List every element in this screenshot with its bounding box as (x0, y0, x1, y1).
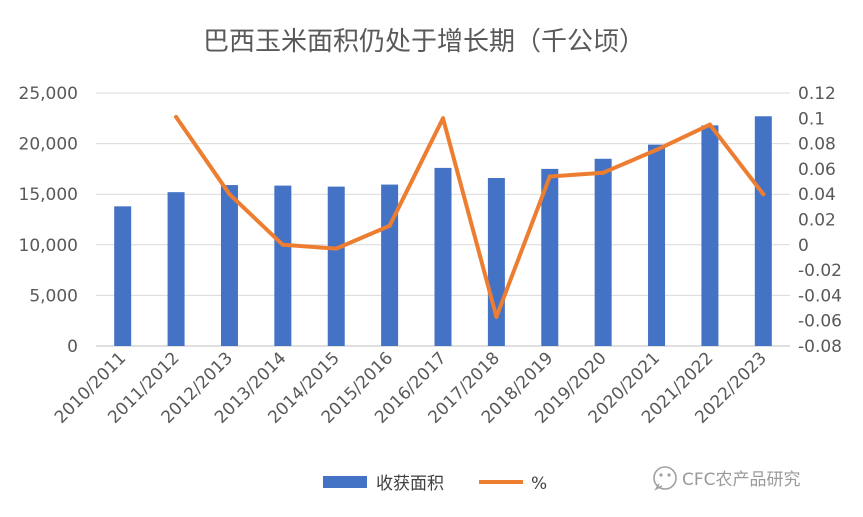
line-point (601, 170, 606, 175)
legend-label-line: % (531, 474, 547, 494)
y-right-tick-label: 0.1 (798, 109, 825, 129)
line-point (707, 122, 712, 127)
y-right-tick-label: -0.02 (798, 261, 842, 281)
bar (701, 125, 719, 346)
line-point (761, 192, 766, 197)
bar (487, 178, 505, 346)
y-right-tick-label: 0.06 (798, 160, 836, 180)
chart-title: 巴西玉米面积仍处于增长期（千公顷） (203, 27, 645, 57)
bar (220, 185, 238, 346)
line-path (174, 115, 766, 319)
y-left-tick-label: 10,000 (19, 236, 78, 256)
y-right-tick-label: -0.04 (798, 286, 842, 306)
line-series (174, 115, 766, 319)
line-point (441, 116, 445, 121)
legend-label-bar: 收获面积 (376, 474, 444, 494)
line-point (174, 115, 179, 120)
bar (381, 184, 399, 346)
legend: 收获面积 % (323, 474, 547, 494)
line-point (280, 242, 285, 247)
line-point (654, 147, 659, 152)
y-left-tick-label: 25,000 (19, 84, 78, 104)
line-point (227, 192, 232, 197)
wechat-icon (653, 466, 677, 491)
y-left-tick-label: 5,000 (29, 286, 78, 306)
y-left-tick-label: 20,000 (19, 135, 78, 155)
y-axis-left: 0 5,000 10,000 15,000 20,000 25,000 (19, 84, 78, 357)
bar (167, 192, 185, 346)
y-right-tick-label: 0.08 (798, 135, 836, 155)
bar (434, 167, 452, 346)
legend-swatch-bar (323, 476, 367, 488)
bar (327, 186, 345, 346)
line-point (547, 174, 552, 179)
bar-series (114, 116, 772, 346)
bar (648, 144, 666, 346)
watermark: CFC农产品研究 (653, 466, 801, 491)
y-left-tick-label: 0 (67, 337, 78, 357)
bar (114, 206, 132, 346)
x-axis: 2010/20112011/20122012/20132013/20142014… (51, 348, 771, 427)
bar (594, 158, 612, 346)
watermark-text: CFC农产品研究 (682, 470, 801, 490)
bar (541, 168, 559, 346)
line-point (387, 223, 392, 228)
y-right-tick-label: -0.06 (798, 312, 842, 332)
y-right-tick-label: 0.02 (798, 211, 836, 231)
bar (274, 185, 292, 346)
y-left-tick-label: 15,000 (19, 185, 78, 205)
y-right-tick-label: 0.04 (798, 185, 836, 205)
bar (754, 116, 772, 346)
y-right-tick-label: -0.08 (798, 337, 842, 357)
y-axis-right: -0.08 -0.06 -0.04 -0.02 0 0.02 0.04 0.06 0.08 0.1… (798, 84, 842, 357)
y-right-tick-label: 0.12 (798, 84, 836, 104)
y-right-tick-label: 0 (798, 236, 809, 256)
line-point (494, 314, 499, 319)
line-point (334, 246, 339, 251)
